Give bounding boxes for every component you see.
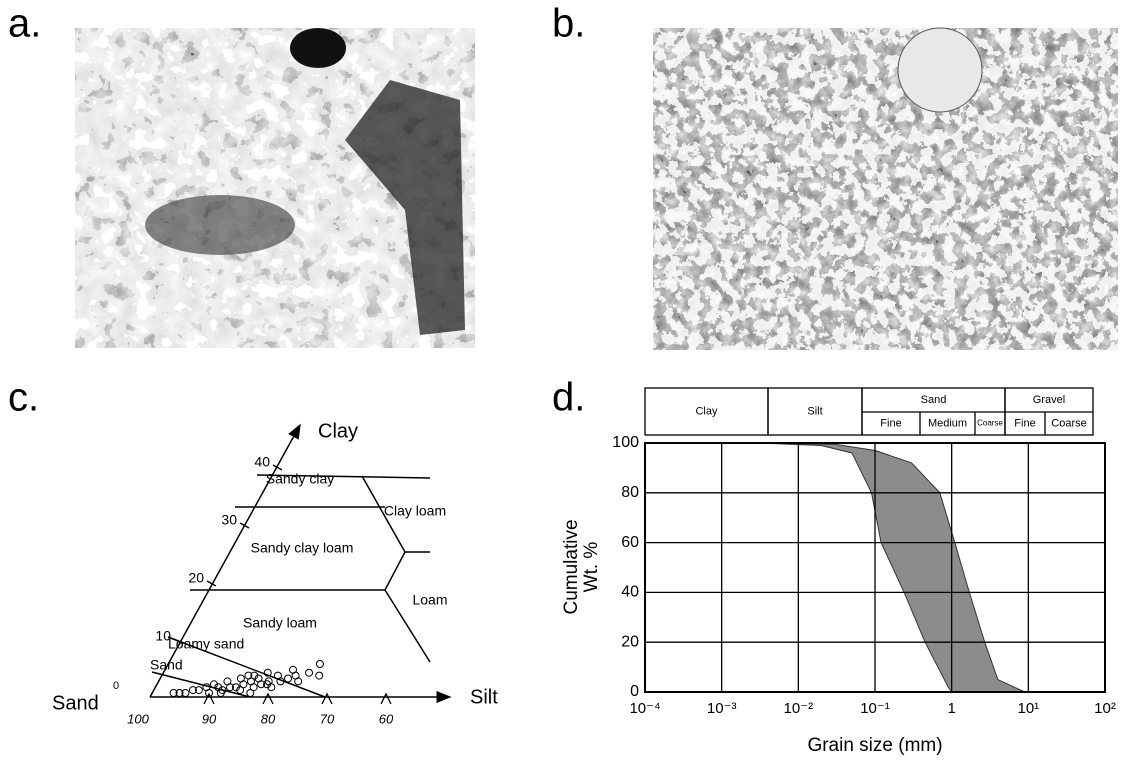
size-subclass-label: Medium	[928, 417, 967, 429]
clay-tick-label: 10	[155, 628, 171, 644]
tick-mark	[380, 692, 392, 705]
tick-mark	[321, 692, 333, 705]
sample-point	[284, 674, 293, 683]
clay-tick-label: 0	[113, 680, 119, 692]
x-tick-label: 10⁻⁴	[629, 700, 660, 717]
axis-title: Clay	[318, 420, 358, 442]
sample-point	[249, 683, 258, 692]
y-tick-label: 20	[621, 633, 639, 650]
panel-label: d.	[552, 376, 585, 420]
sample-point	[226, 683, 234, 692]
sample-point	[244, 671, 253, 680]
size-subclass-label: Coarse	[1051, 417, 1086, 429]
photo-figure	[345, 80, 465, 335]
sample-point	[209, 680, 218, 689]
sand-tick-label: 80	[261, 711, 276, 726]
axis-title: Silt	[470, 686, 498, 708]
sample-point	[239, 680, 248, 689]
sand-tick-label: 100	[127, 711, 149, 726]
sample-point	[175, 689, 184, 697]
sample-point	[216, 689, 225, 697]
region-label: Clay loam	[384, 503, 446, 519]
y-tick-label: 40	[621, 584, 639, 601]
sample-point	[231, 683, 240, 692]
photo-scale	[897, 27, 983, 113]
region-boundary	[151, 474, 431, 698]
x-tick-label: 10⁻³	[707, 700, 737, 717]
clay-tick-label: 20	[188, 570, 204, 586]
ternary-diagram	[149, 423, 452, 703]
y-tick-label: 100	[612, 434, 639, 451]
y-tick-label: 60	[621, 534, 639, 551]
sample-point	[263, 680, 272, 689]
sample-point	[194, 686, 203, 695]
sample-point	[305, 668, 314, 677]
panel-label: a.	[8, 2, 41, 46]
sample-point	[181, 689, 190, 697]
tick-mark	[262, 692, 274, 705]
tick-mark	[173, 638, 184, 645]
size-class-label: Silt	[807, 405, 822, 417]
tick-mark	[203, 692, 215, 705]
panel-label: c.	[8, 376, 39, 420]
panel-label: b.	[552, 2, 585, 46]
sample-point	[267, 683, 276, 692]
size-class-label: Clay	[695, 405, 718, 417]
sample-point	[169, 689, 178, 697]
plot-frame	[644, 442, 1106, 693]
y-tick-label: 0	[630, 683, 639, 700]
x-tick-label: 10²	[1094, 700, 1116, 717]
sand-tick-label: 70	[320, 711, 335, 726]
size-subclass-label: Fine	[880, 417, 901, 429]
size-class-label: Sand	[921, 394, 947, 406]
region-label: Sandy clay loam	[251, 540, 354, 556]
size-subclass-label: Coarse	[977, 419, 1003, 428]
sample-point	[257, 680, 266, 689]
photo-surface	[653, 28, 1118, 350]
photo-shadow	[145, 195, 295, 255]
axis-title: Sand	[52, 692, 99, 714]
sample-point	[294, 677, 303, 686]
x-tick-label: 10⁻²	[784, 700, 814, 717]
size-class-label: Gravel	[1033, 394, 1065, 406]
x-tick-label: 1	[947, 700, 955, 717]
clay-axis	[149, 423, 301, 698]
y-tick-label: 80	[621, 484, 639, 501]
clay-tick-label: 30	[221, 512, 237, 528]
sample-point	[315, 660, 324, 668]
region-label: Sand	[150, 657, 183, 673]
region-label: Loam	[412, 592, 447, 608]
sand-tick-label: 60	[379, 711, 394, 726]
y-axis-title: Wt. %	[581, 542, 602, 593]
x-tick-label: 10¹	[1017, 700, 1039, 717]
region-label: Loamy sand	[168, 636, 244, 652]
photo-head	[290, 28, 346, 68]
sample-point	[188, 686, 197, 695]
tick-mark	[239, 522, 250, 529]
tick-mark	[272, 464, 283, 471]
sample-point	[263, 668, 272, 677]
sample-point	[205, 689, 213, 697]
clay-tick-label: 40	[254, 454, 270, 470]
y-axis-title: Cumulative	[561, 519, 582, 614]
sample-point	[276, 677, 285, 686]
region-label: Sandy clay	[266, 471, 334, 487]
size-subclass-label: Fine	[1014, 417, 1035, 429]
sample-point	[236, 686, 245, 695]
sample-point	[315, 671, 324, 680]
tick-mark	[206, 580, 217, 587]
sand-tick-label: 90	[202, 711, 217, 726]
region-label: Sandy loam	[243, 615, 317, 631]
x-tick-label: 10⁻¹	[860, 700, 890, 717]
x-axis-title: Grain size (mm)	[807, 735, 942, 756]
sample-point	[250, 671, 259, 680]
sample-point	[246, 689, 255, 697]
